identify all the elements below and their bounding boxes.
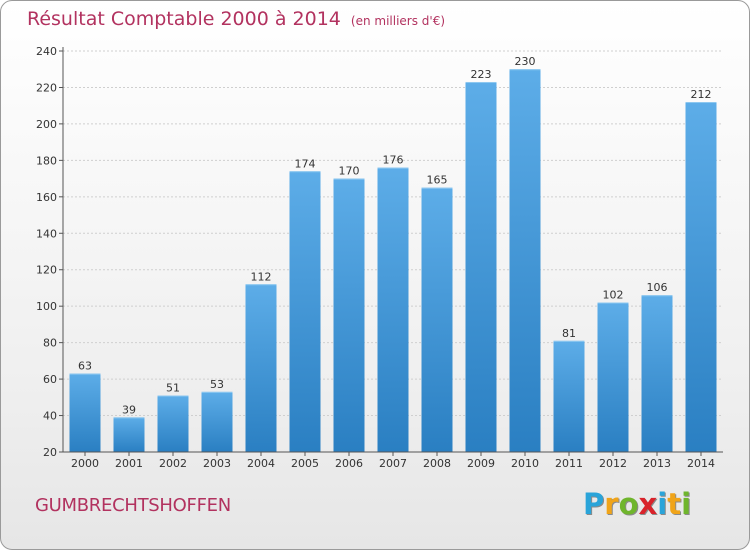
tick-labels: 20 40 60 80 100 120 140 160 180 200 220 240 63 2000 39… xyxy=(36,45,715,470)
x-tick-label: 2009 xyxy=(467,457,495,470)
x-tick-label: 2010 xyxy=(511,457,539,470)
chart-title-text: Résultat Comptable 2000 à 2014 xyxy=(27,8,341,30)
x-tick-label: 2006 xyxy=(335,457,363,470)
x-tick-label: 2014 xyxy=(687,457,715,470)
data-label: 106 xyxy=(647,281,668,294)
data-label: 165 xyxy=(427,174,448,187)
y-tick-label: 240 xyxy=(36,45,57,58)
bar-2006 xyxy=(333,178,365,452)
data-label: 223 xyxy=(471,68,492,81)
data-label: 81 xyxy=(562,327,576,340)
data-label: 170 xyxy=(339,165,360,178)
data-label: 112 xyxy=(251,270,272,283)
bar-2008 xyxy=(421,187,453,453)
data-label: 230 xyxy=(515,55,536,68)
x-tick-label: 2003 xyxy=(203,457,231,470)
data-label: 102 xyxy=(603,289,624,302)
logo-letter: P xyxy=(583,487,605,521)
data-label: 51 xyxy=(166,381,180,394)
x-tick-label: 2005 xyxy=(291,457,319,470)
data-label: 39 xyxy=(122,403,136,416)
x-tick-label: 2011 xyxy=(555,457,583,470)
x-tick-label: 2008 xyxy=(423,457,451,470)
chart-unit: (en milliers d'€) xyxy=(350,14,446,28)
bar-2001 xyxy=(113,417,145,452)
x-tick-label: 2002 xyxy=(159,457,187,470)
data-label: 174 xyxy=(295,157,316,170)
bar-2014 xyxy=(685,102,717,452)
logo-letter: r xyxy=(604,487,619,521)
x-tick-label: 2007 xyxy=(379,457,407,470)
bar-2010 xyxy=(509,69,541,453)
y-tick-label: 220 xyxy=(36,81,57,94)
x-tick-label: 2000 xyxy=(71,457,99,470)
bar-2013 xyxy=(641,295,673,452)
y-tick-label: 140 xyxy=(36,227,57,240)
bar-2007 xyxy=(377,167,409,452)
y-tick-label: 40 xyxy=(43,410,57,423)
bar-2004 xyxy=(245,284,277,452)
logo-letter: o xyxy=(618,487,639,521)
bar-2011 xyxy=(553,340,585,452)
proxiti-logo[interactable]: Proxiti xyxy=(583,487,691,521)
y-tick-label: 100 xyxy=(36,300,57,313)
logo-letter: t xyxy=(667,487,682,521)
y-tick-label: 180 xyxy=(36,154,57,167)
x-tick-label: 2004 xyxy=(247,457,275,470)
data-label: 212 xyxy=(691,88,712,101)
logo-letter: x xyxy=(638,487,658,521)
y-tick-label: 120 xyxy=(36,264,57,277)
y-tick-label: 20 xyxy=(43,446,57,459)
chart-title: Résultat Comptable 2000 à 2014 (en millie… xyxy=(27,8,445,30)
y-tick-label: 160 xyxy=(36,191,57,204)
logo-letter: i xyxy=(681,487,692,521)
x-tick-label: 2001 xyxy=(115,457,143,470)
data-label: 63 xyxy=(78,360,92,373)
data-label: 176 xyxy=(383,154,404,167)
x-tick-label: 2012 xyxy=(599,457,627,470)
bar-2000 xyxy=(69,373,101,452)
bars xyxy=(69,69,717,453)
y-tick-label: 60 xyxy=(43,373,57,386)
bar-2003 xyxy=(201,391,233,452)
logo-letter: i xyxy=(657,487,668,521)
bar-2012 xyxy=(597,302,629,452)
axes xyxy=(59,47,723,456)
data-label: 53 xyxy=(210,378,224,391)
bar-2005 xyxy=(289,171,321,453)
commune-name: GUMBRECHTSHOFFEN xyxy=(35,495,231,516)
bar-2009 xyxy=(465,81,497,453)
x-tick-label: 2013 xyxy=(643,457,671,470)
y-tick-label: 80 xyxy=(43,337,57,350)
y-tick-label: 200 xyxy=(36,118,57,131)
bar-2002 xyxy=(157,395,189,452)
